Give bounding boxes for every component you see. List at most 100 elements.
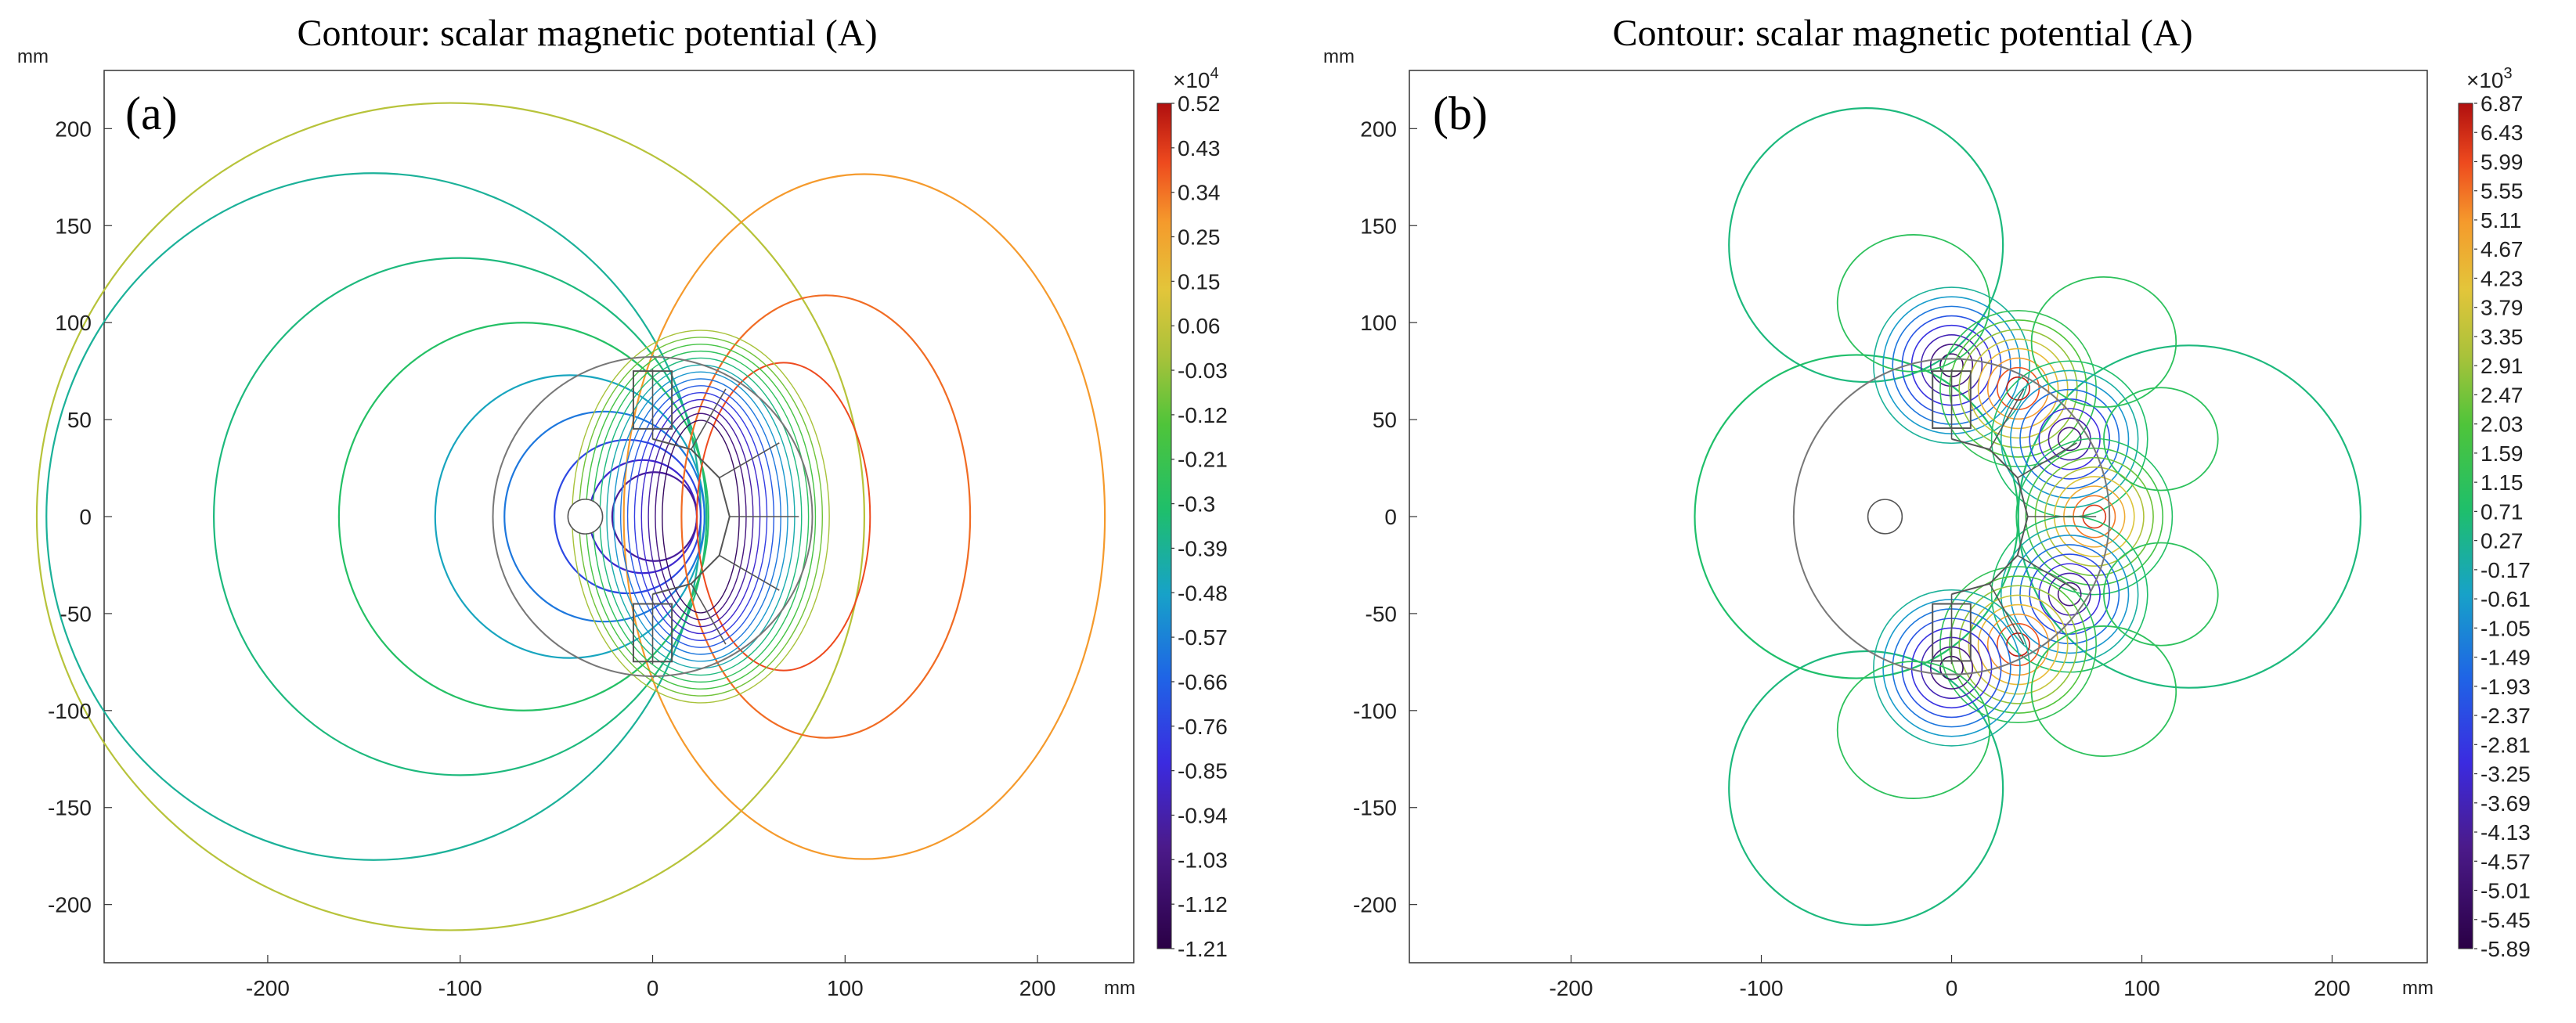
contour-line xyxy=(1873,286,2030,445)
panel-a-title: Contour: scalar magnetic potential (A) xyxy=(297,13,877,54)
x-tick-label: 200 xyxy=(1019,976,1056,1000)
contour-line xyxy=(1836,661,1991,799)
y-tick-label: 50 xyxy=(1373,408,1397,432)
colorbar-tick-label: -3.25 xyxy=(2480,762,2531,787)
colorbar-tick-label: -0.85 xyxy=(1178,759,1228,783)
colorbar-tick-label: 5.99 xyxy=(2480,149,2524,174)
colorbar-tick-label: -5.89 xyxy=(2480,937,2531,961)
magnet-segment-edge xyxy=(690,583,727,645)
contour-line xyxy=(1949,575,2087,714)
panel-b-contours xyxy=(1694,106,2362,927)
contour-line xyxy=(1990,360,2148,518)
contour-line xyxy=(1939,566,2097,723)
colorbar-tick-label: 0.34 xyxy=(1178,181,1221,205)
colorbar-tick-label: 5.55 xyxy=(2480,179,2524,204)
panel-a-magnet-geometry xyxy=(492,355,814,678)
colorbar-tick-label: 2.91 xyxy=(2480,354,2524,378)
colorbar-tick-label: -1.49 xyxy=(2480,646,2531,670)
y-tick-label: -150 xyxy=(48,796,92,820)
colorbar-tick-label: 0.06 xyxy=(1178,314,1221,338)
colorbar-tick-label: -5.01 xyxy=(2480,879,2531,903)
colorbar-tick-label: -4.13 xyxy=(2480,820,2531,845)
panel-a: Contour: scalar magnetic potential (A) m… xyxy=(17,13,1228,1000)
y-tick-label: -50 xyxy=(1366,602,1397,626)
rotor-hole xyxy=(567,499,604,535)
x-tick-label: -100 xyxy=(438,976,482,1000)
x-tick-label: 0 xyxy=(1946,976,1958,1000)
magnet-segment-edge xyxy=(690,388,727,450)
y-tick-label: -200 xyxy=(1353,893,1397,917)
inner-polygon xyxy=(652,438,731,596)
colorbar-tick-label: -5.45 xyxy=(2480,908,2531,932)
panel-b-title: Contour: scalar magnetic potential (A) xyxy=(1612,13,2192,54)
colorbar-tick-label: 0.25 xyxy=(1178,225,1221,250)
colorbar-tick-label: 3.35 xyxy=(2480,325,2524,349)
colorbar-tick-label: -0.39 xyxy=(1178,536,1228,560)
contour-line xyxy=(1728,106,2004,384)
y-tick-label: -100 xyxy=(1353,699,1397,723)
y-tick-label: -200 xyxy=(48,893,92,917)
magnet-segment-edge xyxy=(719,442,780,479)
panel-b: Contour: scalar magnetic potential (A) m… xyxy=(1323,13,2531,1000)
contour-line xyxy=(2019,544,2120,645)
colorbar-tick-label: -0.61 xyxy=(2480,587,2531,611)
panel-a-label: (a) xyxy=(125,88,178,139)
contour-line xyxy=(1728,650,2004,927)
colorbar-tick-label: 1.15 xyxy=(2480,470,2524,495)
colorbar-tick-label: 0.15 xyxy=(1178,269,1221,294)
contour-line xyxy=(1986,613,2050,676)
contour-line xyxy=(2000,369,2139,509)
x-tick-label: -200 xyxy=(246,976,290,1000)
x-tick-label: -200 xyxy=(1550,976,1593,1000)
magnet-segment-edge xyxy=(2017,442,2077,479)
colorbar-tick-label: -0.17 xyxy=(2480,558,2531,582)
colorbar-tick-label: 5.11 xyxy=(2480,208,2521,232)
contour-line xyxy=(2030,625,2177,758)
colorbar-tick-label: -1.12 xyxy=(1178,892,1228,917)
contour-line xyxy=(1949,319,2087,458)
y-tick-label: -50 xyxy=(60,602,92,626)
colorbar-tick-label: -3.69 xyxy=(2480,791,2531,816)
y-tick-label: 50 xyxy=(67,408,92,432)
panel-b-colorbar-ticks: 6.87 6.43 5.99 5.55 5.11 4.67 4.23 3.79 3.35 2.91… xyxy=(2474,92,2531,961)
panel-b-label: (b) xyxy=(1433,88,1488,139)
contour-line xyxy=(2038,563,2101,625)
contour-line xyxy=(696,362,871,672)
contour-line xyxy=(1990,515,2148,673)
colorbar-tick-label: -2.37 xyxy=(2480,704,2531,728)
panel-b-x-unit: mm xyxy=(2402,978,2433,999)
panel-b-y-unit: mm xyxy=(1323,46,1355,67)
y-tick-label: -100 xyxy=(48,699,92,723)
y-tick-label: 0 xyxy=(79,505,92,529)
x-tick-label: 200 xyxy=(2314,976,2351,1000)
x-tick-label: 100 xyxy=(2123,976,2160,1000)
y-tick-label: 150 xyxy=(55,214,92,238)
contour-line xyxy=(1958,585,2078,704)
panel-a-y-unit: mm xyxy=(17,46,49,67)
contour-line xyxy=(1968,594,2069,695)
colorbar-tick-label: 0.52 xyxy=(1178,92,1221,116)
colorbar-tick-label: -0.66 xyxy=(1178,670,1228,694)
y-tick-label: 200 xyxy=(55,117,92,141)
colorbar-tick-label: 3.79 xyxy=(2480,296,2524,320)
contour-line xyxy=(337,322,709,711)
contour-line xyxy=(554,438,702,595)
colorbar-tick-label: -0.21 xyxy=(1178,448,1228,472)
contour-line xyxy=(2103,387,2219,492)
contour-line xyxy=(1836,234,1991,373)
contour-line xyxy=(1939,310,2097,467)
contour-line xyxy=(503,410,705,623)
contour-line xyxy=(1977,348,2059,430)
panel-b-y-ticks: 200 150 100 50 0 -50 -100 -150 -200 xyxy=(1353,117,1417,917)
contour-line xyxy=(2019,388,2120,489)
panel-a-y-ticks: 200 150 100 50 0 -50 -100 -150 -200 xyxy=(48,117,112,917)
contour-line xyxy=(1873,589,2030,747)
magnet-segment-edge xyxy=(1989,583,2025,645)
contour-line xyxy=(2000,524,2139,664)
contour-line xyxy=(1968,338,2069,439)
y-tick-label: 0 xyxy=(1384,505,1397,529)
x-tick-label: 0 xyxy=(647,976,659,1000)
contour-line xyxy=(1694,354,2019,679)
contour-line xyxy=(2015,438,2174,596)
